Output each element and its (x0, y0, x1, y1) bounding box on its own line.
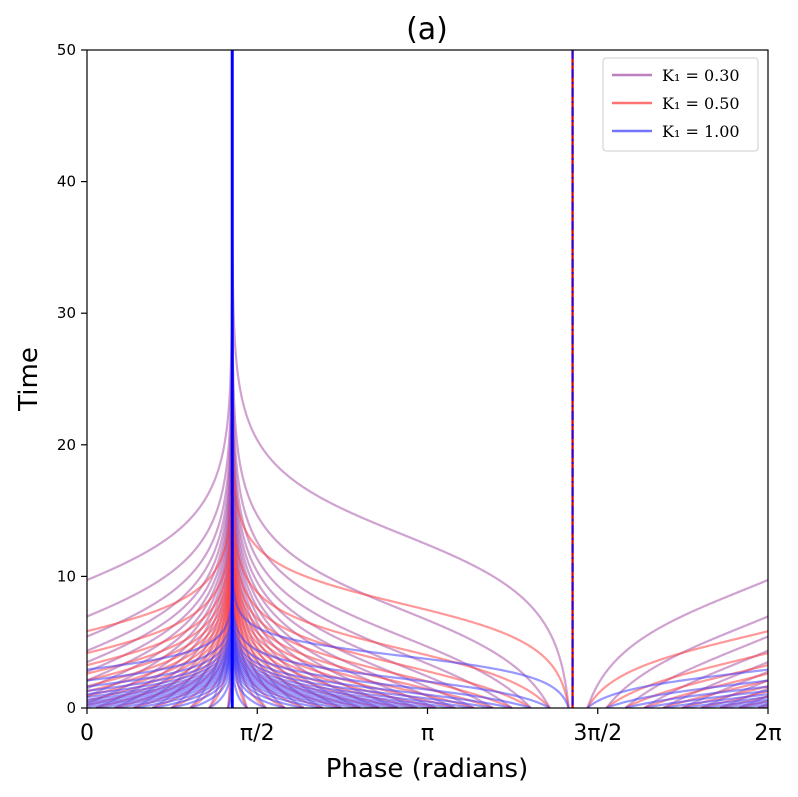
trajectory-0.30 (87, 50, 234, 690)
y-axis-ticks: 0 10 20 30 40 50 (57, 41, 87, 717)
trajectory-0.30 (586, 578, 768, 708)
fixed-point-lines (230, 50, 574, 708)
legend-box (602, 57, 759, 152)
y-tick-label: 0 (66, 699, 76, 717)
trajectory-0.50 (757, 704, 768, 708)
x-tick-label: π/2 (240, 721, 275, 746)
trajectory-0.30 (231, 100, 570, 708)
y-tick-label: 10 (57, 567, 76, 585)
legend-label: K₁ = 0.30 (662, 66, 740, 85)
x-tick-label: 3π/2 (573, 721, 622, 746)
y-tick-label: 20 (57, 436, 76, 454)
legend: K₁ = 0.30 K₁ = 0.50 K₁ = 1.00 (602, 57, 759, 152)
x-axis-ticks: 0 π/2 π 3π/2 2π (80, 708, 782, 746)
y-tick-label: 30 (57, 304, 76, 322)
y-tick-label: 40 (57, 173, 76, 191)
trajectory-0.30 (757, 702, 768, 708)
x-axis-title: Phase (radians) (326, 754, 529, 784)
legend-label: K₁ = 0.50 (662, 94, 740, 113)
chart-title: (a) (406, 12, 448, 47)
x-tick-label: 2π (754, 721, 781, 746)
y-tick-label: 50 (57, 41, 76, 59)
legend-label: K₁ = 1.00 (662, 122, 740, 141)
y-axis-title: Time (14, 347, 44, 412)
x-tick-label: 0 (80, 721, 94, 746)
x-tick-label: π (421, 721, 434, 746)
trajectory-1.00 (757, 705, 768, 708)
